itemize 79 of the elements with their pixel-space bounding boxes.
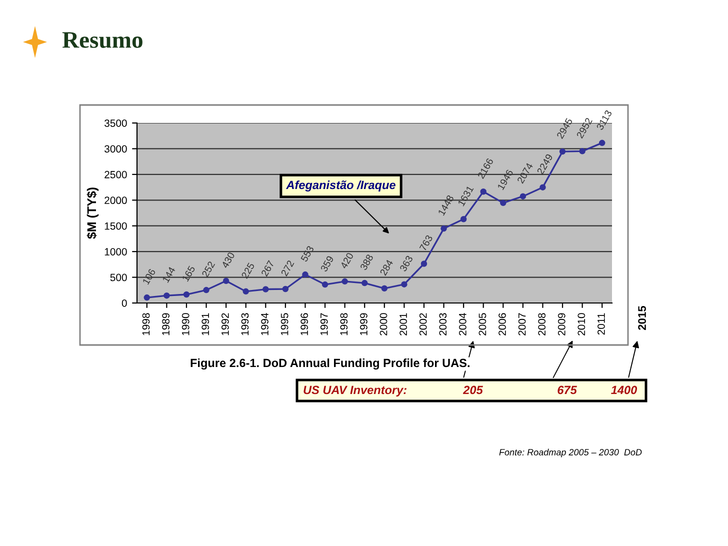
x-tick-label: 1996 bbox=[300, 313, 308, 336]
point bbox=[222, 278, 230, 284]
x-tick-label: 2010 bbox=[578, 313, 586, 336]
source-note: Fonte: Roadmap 2005 – 2030 DoD bbox=[499, 448, 642, 458]
y-tick-label: 2000 bbox=[104, 196, 127, 204]
x-tick-label: 2003 bbox=[439, 313, 447, 336]
data-label: 359 bbox=[320, 255, 334, 272]
text: US UAV Inventory: bbox=[304, 386, 406, 397]
point bbox=[559, 148, 566, 155]
point bbox=[262, 286, 269, 292]
x-tick-label: 2009 bbox=[558, 313, 566, 336]
data-label: 388 bbox=[360, 254, 374, 271]
point bbox=[164, 292, 170, 299]
data-label: 252 bbox=[202, 260, 216, 278]
x-tick-label: 1993 bbox=[241, 313, 249, 336]
text: 1400 bbox=[611, 386, 638, 394]
caption: Figure 2.6-1. DoD Annual Funding Profile for UAS. bbox=[190, 358, 470, 370]
x-tick-label: 1998 bbox=[142, 313, 150, 336]
point bbox=[460, 216, 467, 222]
point bbox=[322, 281, 328, 288]
chart-title: Resumo bbox=[62, 32, 142, 48]
x-tick-label: 1994 bbox=[261, 313, 268, 336]
x-tick-label: 2001 bbox=[400, 313, 407, 336]
data-label: 165 bbox=[182, 265, 196, 282]
point bbox=[480, 188, 486, 195]
point bbox=[401, 281, 408, 288]
text: 675 bbox=[558, 386, 577, 394]
point bbox=[540, 184, 546, 190]
point bbox=[302, 271, 308, 278]
data-label: 225 bbox=[241, 262, 255, 279]
y-tick-label: 2500 bbox=[104, 170, 127, 178]
point bbox=[381, 285, 388, 292]
data-label: 106 bbox=[142, 268, 156, 285]
y-tick-label: 0 bbox=[122, 300, 127, 307]
data-label: 763 bbox=[419, 234, 433, 252]
text: 2015 bbox=[638, 306, 646, 330]
point bbox=[520, 193, 526, 200]
y-tick-label: 1500 bbox=[104, 222, 127, 230]
point bbox=[361, 280, 368, 286]
x-tick-label: 2005 bbox=[478, 313, 486, 336]
x-tick-label: 1989 bbox=[162, 313, 170, 336]
point bbox=[183, 291, 190, 298]
x-tick-label: 2000 bbox=[380, 313, 388, 336]
x-tick-label: 2004 bbox=[458, 313, 466, 336]
point bbox=[579, 148, 586, 154]
point bbox=[242, 288, 249, 295]
x-tick-label: 1992 bbox=[221, 313, 229, 336]
y-tick-label: 3500 bbox=[104, 120, 127, 127]
x-tick-label: 1995 bbox=[280, 313, 288, 336]
point bbox=[440, 225, 447, 232]
y-tick-label: 500 bbox=[110, 274, 127, 282]
point bbox=[342, 278, 348, 285]
x-tick-label: 1999 bbox=[360, 313, 368, 336]
point bbox=[282, 286, 289, 292]
data-label: 363 bbox=[399, 255, 414, 272]
data-label: 144 bbox=[162, 266, 176, 283]
data-label: 284 bbox=[380, 259, 394, 276]
annotation: Afeganistão /Iraque bbox=[286, 180, 396, 192]
data-label: 420 bbox=[340, 252, 354, 270]
x-tick-label: 1991 bbox=[202, 313, 210, 336]
x-tick-label: 2007 bbox=[518, 313, 526, 336]
y-tick-label: 3000 bbox=[104, 145, 127, 153]
x-tick-label: 1998 bbox=[340, 313, 348, 336]
point bbox=[203, 286, 210, 294]
x-tick-label: 2006 bbox=[498, 313, 506, 336]
x-tick-label: 2002 bbox=[419, 313, 427, 336]
y-tick-label: 1000 bbox=[104, 248, 127, 256]
y-axis-title: $M (TY$) bbox=[86, 188, 99, 239]
x-tick-label: 1990 bbox=[182, 313, 190, 336]
point bbox=[144, 294, 150, 301]
text: 205 bbox=[462, 386, 483, 394]
data-label: 272 bbox=[280, 260, 294, 276]
point bbox=[598, 140, 606, 146]
point bbox=[420, 260, 428, 267]
x-tick-label: 1997 bbox=[320, 313, 328, 336]
x-tick-label: 2011 bbox=[598, 313, 605, 335]
x-tick-label: 2008 bbox=[538, 313, 546, 336]
point bbox=[500, 200, 506, 206]
data-label: 430 bbox=[221, 252, 235, 269]
